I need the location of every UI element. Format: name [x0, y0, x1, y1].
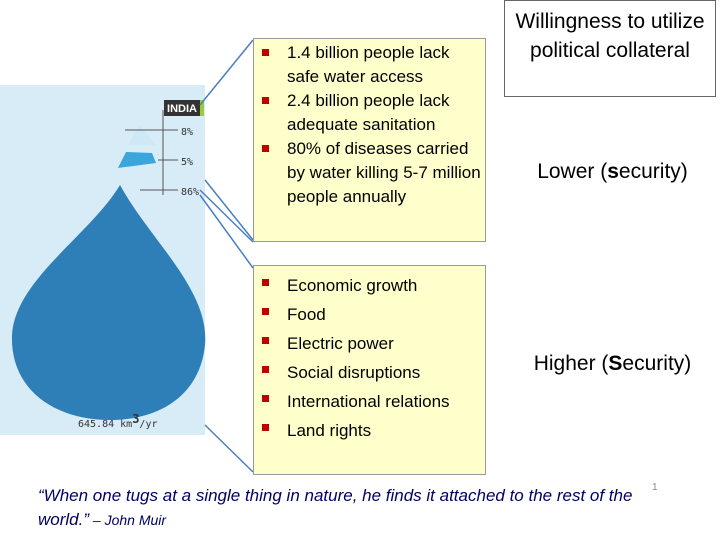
country-tag-accent: [200, 100, 204, 116]
bullet: 1.4 billion people lack safe water acces…: [254, 41, 485, 89]
text: s: [607, 160, 619, 183]
connectors: [199, 39, 254, 473]
bullet: International relations: [254, 387, 485, 416]
impact-box: Economic growth Food Electric power Soci…: [253, 265, 486, 475]
share-label: 8%: [181, 127, 193, 138]
text: Lower (: [537, 160, 608, 183]
text: S: [608, 352, 623, 375]
quote-author: – John Muir: [89, 512, 167, 528]
water-drop: [11, 185, 206, 420]
share-label: 86%: [181, 187, 199, 198]
bullet: 2.4 billion people lack adequate sanitat…: [254, 89, 485, 137]
total-sup: 3: [132, 412, 139, 426]
impact-list: Economic growth Food Electric power Soci…: [254, 271, 485, 445]
problem-box: 1.4 billion people lack safe water acces…: [253, 38, 486, 242]
drop-mid: [118, 152, 156, 168]
country: INDIA: [167, 103, 197, 115]
bullet: 80% of diseases carried by water killing…: [254, 137, 485, 209]
problem-list: 1.4 billion people lack safe water acces…: [254, 41, 485, 209]
quote-text: “When one tugs at a single thing in natu…: [38, 486, 633, 529]
bullet: Land rights: [254, 416, 485, 445]
total-unit: /yr: [139, 419, 157, 430]
country-tag: [164, 100, 200, 116]
title-box: Willingness to utilize political collate…: [504, 0, 716, 97]
lower-security: Lower (security): [505, 160, 720, 184]
higher-security: Higher (Security): [505, 352, 720, 376]
bullet: Social disruptions: [254, 358, 485, 387]
text: ecurity): [622, 352, 692, 375]
bullet: Electric power: [254, 329, 485, 358]
bullet: Economic growth: [254, 271, 485, 300]
page-number: 1: [652, 482, 658, 493]
drop-tip: [128, 125, 156, 145]
share-label: 5%: [181, 157, 193, 168]
bullet: Food: [254, 300, 485, 329]
text: Higher (: [533, 352, 609, 375]
total-number: 645.84 km: [78, 419, 132, 430]
quote: “When one tugs at a single thing in natu…: [38, 484, 648, 532]
total-label: 645.84 km3/yr: [78, 412, 157, 430]
text: ecurity): [618, 160, 688, 183]
